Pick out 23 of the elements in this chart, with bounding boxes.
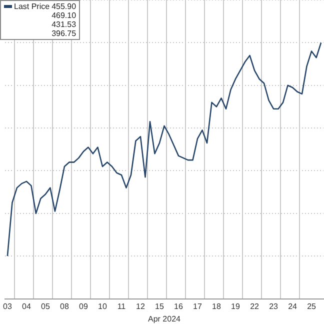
x-tick-label: 03	[2, 302, 12, 311]
x-tick-label: 08	[60, 302, 70, 311]
text: 455.90	[52, 2, 76, 11]
x-tick-label: 12	[136, 302, 146, 311]
text: 469.10	[50, 11, 76, 20]
x-tick-label: 10	[98, 302, 108, 311]
x-tick-label: 09	[79, 302, 88, 311]
x-tick-label: 16	[174, 302, 184, 311]
x-tick-label: 04	[22, 302, 32, 311]
x-tick-label: 05	[41, 302, 50, 311]
text: 396.75	[50, 29, 76, 38]
x-tick-label: 19	[231, 302, 241, 311]
text: 431.53	[50, 20, 76, 29]
x-axis-title: Apr 2024	[148, 314, 182, 324]
legend-label: Last Price	[14, 2, 50, 11]
x-tick-label: 17	[193, 302, 202, 311]
x-tick-label: 23	[269, 302, 279, 311]
x-tick-label: 24	[288, 302, 298, 311]
x-tick-label: 11	[117, 302, 126, 311]
x-tick-label: 15	[155, 302, 164, 311]
x-tick-label: 18	[212, 302, 222, 311]
x-tick-label: 22	[250, 302, 260, 311]
x-tick-label: 25	[307, 302, 317, 311]
